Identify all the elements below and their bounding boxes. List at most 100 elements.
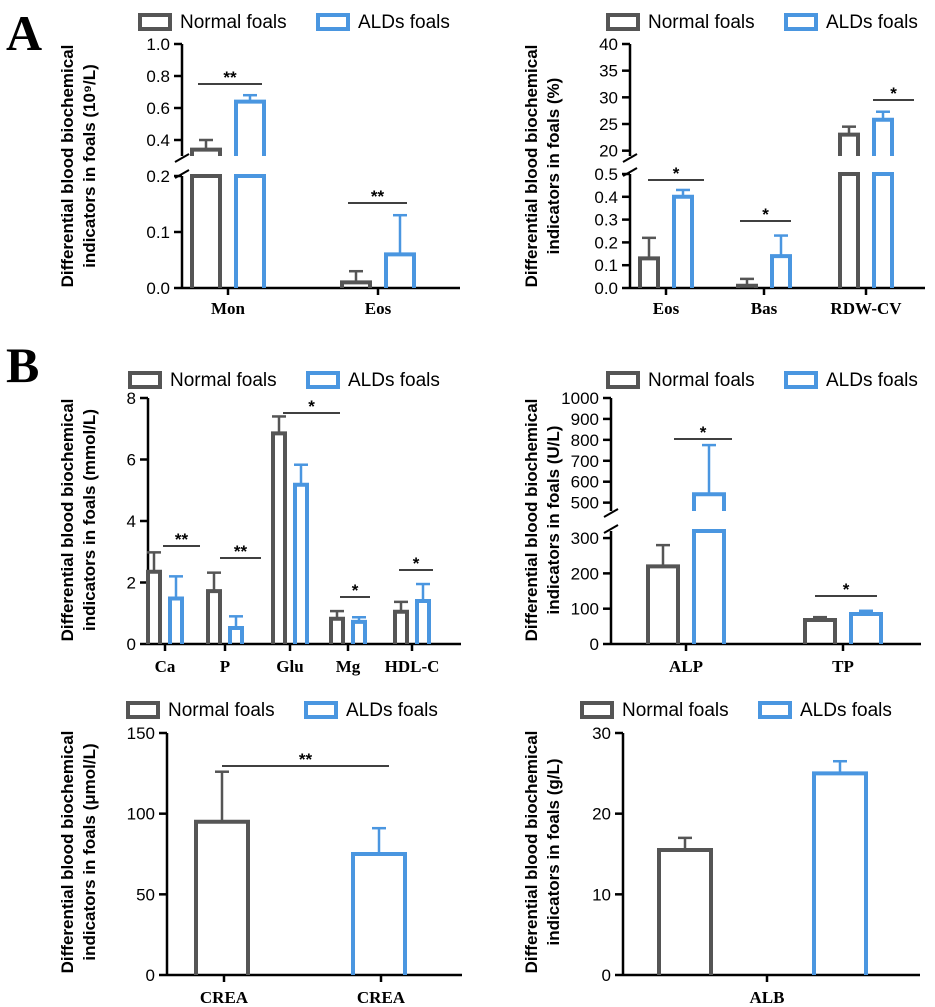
b1-normal-bar-0: [146, 569, 162, 644]
b1-alds-bar-0: [168, 596, 184, 644]
a1-alds-bar-0-high: [234, 99, 266, 156]
b2-xlabel-0: ALP: [669, 657, 703, 676]
b2-ytick-label-1-5: 1000: [561, 389, 599, 408]
b2-alds-bar-0-low: [692, 529, 726, 644]
b3-legend-alds-label: ALDs foals: [346, 700, 438, 721]
b2-sig-1: *: [843, 580, 850, 599]
a2-ytick-label-1-4: 40: [599, 35, 618, 54]
a1-legend-normal-label: Normal foals: [180, 12, 287, 33]
b1-ytick-label-0-4: 8: [127, 389, 136, 408]
b4-ylabel-line-0: Differential blood biochemical: [522, 731, 541, 974]
a1-normal-bar-0-low: [190, 174, 222, 288]
b1-legend-normal-label: Normal foals: [170, 370, 277, 391]
a2-axis-break-low: [622, 167, 638, 177]
b1-ylabel: Differential blood biochemical indicators…: [58, 399, 99, 642]
b1-legend-alds-label: ALDs foals: [348, 370, 440, 391]
b1-normal-bar-4: [393, 609, 409, 644]
b1-ylabel-line-0: Differential blood biochemical: [58, 399, 77, 642]
b2-alds-bar-0-high: [692, 492, 726, 511]
a1-axis-break-high: [174, 153, 190, 163]
b2-ytick-label-0-0: 0: [590, 635, 599, 654]
b1-xlabel-2: Glu: [276, 657, 303, 676]
b2-ytick-label-0-3: 300: [571, 529, 599, 548]
b4-legend-alds-swatch: [758, 701, 792, 719]
a1-ytick-label-0-1: 0.1: [146, 223, 170, 242]
b1-ytick-label-0-2: 4: [127, 512, 136, 531]
a2-legend-normal-swatch: [606, 13, 640, 31]
b2-legend-alds-label: ALDs foals: [826, 370, 918, 391]
b1-sig-3: *: [352, 581, 359, 600]
b2-axis-break-high: [603, 508, 619, 518]
b2-legend-normal-label: Normal foals: [648, 370, 755, 391]
a2-sig-0: *: [673, 164, 680, 183]
a2-ylabel: Differential blood biochemical indicators…: [522, 45, 563, 288]
a2-alds-bar-2-low: [872, 172, 894, 288]
b3-xlabel-1: CREA: [357, 988, 406, 1007]
b3-ylabel-line-0: Differential blood biochemical: [58, 731, 77, 974]
b2-ytick-label-1-2: 700: [571, 452, 599, 471]
b1-alds-bar-4: [415, 598, 431, 644]
a2-legend-normal-label: Normal foals: [648, 12, 755, 33]
a2-ytick-label-1-2: 30: [599, 88, 618, 107]
b3-ytick-label-0-3: 150: [127, 724, 155, 743]
a1-xlabel-0: Mon: [211, 299, 246, 318]
b2-ylabel-line-0: Differential blood biochemical: [522, 399, 541, 642]
b1-alds-bar-3: [351, 619, 367, 644]
b1-ytick-label-0-3: 6: [127, 451, 136, 470]
b1-xlabel-4: HDL-C: [385, 657, 440, 676]
a1-legend-alds-swatch: [316, 13, 350, 31]
b1-legend-alds-swatch: [306, 371, 340, 389]
b3-ytick-label-0-2: 100: [127, 805, 155, 824]
a2-ylabel-line-0: Differential blood biochemical: [522, 45, 541, 288]
b2-ytick-label-0-2: 200: [571, 564, 599, 583]
b1-ylabel-line-1: indicators in foals (mmol/L): [80, 409, 99, 631]
a2-ytick-label-0-3: 0.3: [594, 211, 618, 230]
b4-normal-bar-0: [657, 847, 713, 975]
b3-xlabel-0: CREA: [200, 988, 249, 1007]
a1-ytick-label-0-0: 0.0: [146, 279, 170, 298]
a1-sig-1: **: [371, 187, 385, 206]
a2-xlabel-0: Eos: [653, 299, 680, 318]
b4-legend-normal-label: Normal foals: [622, 700, 729, 721]
a2-ytick-label-1-0: 20: [599, 142, 618, 161]
a2-sig-2: *: [890, 84, 897, 103]
b1-ytick-label-0-0: 0: [127, 635, 136, 654]
a2-ytick-label-0-1: 0.1: [594, 256, 618, 275]
a2-sig-1: *: [762, 205, 769, 224]
b3-ytick-label-0-1: 50: [136, 885, 155, 904]
a1-alds-bar-0-low: [234, 174, 266, 288]
b3-alds-bar-1: [351, 852, 407, 975]
b2-ylabel-line-1: indicators in foals (U/L): [544, 426, 563, 615]
b4-ylabel: Differential blood biochemical indicators…: [522, 731, 563, 974]
a2-alds-bar-0: [672, 194, 694, 288]
b4-ytick-label-0-2: 20: [592, 805, 611, 824]
b3-legend-normal-swatch: [126, 701, 160, 719]
b2-legend-alds-swatch: [784, 371, 818, 389]
b1-sig-1: **: [234, 542, 248, 561]
b3-sig-0: **: [299, 750, 313, 769]
a1-normal-bar-0-high: [190, 147, 222, 156]
b2-normal-bar-0: [646, 564, 680, 644]
b2-legend-normal-swatch: [606, 371, 640, 389]
b1-sig-4: *: [413, 554, 420, 573]
a1-ylabel-line-1: indicators in foals (10⁹/L): [80, 64, 99, 268]
a1-ytick-label-1-1: 0.6: [146, 99, 170, 118]
b4-xlabel-0: ALB: [750, 988, 785, 1007]
b3-legend-normal-label: Normal foals: [168, 700, 275, 721]
b3-ylabel: Differential blood biochemical indicators…: [58, 731, 99, 974]
a1-ytick-label-0-2: 0.2: [146, 167, 170, 186]
a2-ytick-label-0-0: 0.0: [594, 279, 618, 298]
b1-xlabel-1: P: [220, 657, 230, 676]
b4-legend-normal-swatch: [580, 701, 614, 719]
a1-ytick-label-1-0: 0.4: [146, 131, 170, 150]
b1-normal-bar-3: [329, 616, 345, 644]
a1-axis-break-low: [174, 169, 190, 179]
a2-ytick-label-0-5: 0.5: [594, 165, 618, 184]
a2-alds-bar-1: [770, 254, 792, 288]
a2-ytick-label-0-4: 0.4: [594, 188, 618, 207]
b2-alds-bar-1: [849, 611, 883, 644]
b3-ylabel-line-1: indicators in foals (μmol/L): [80, 743, 99, 960]
a2-normal-bar-1: [736, 283, 758, 288]
b3-ytick-label-0-0: 0: [146, 966, 155, 985]
